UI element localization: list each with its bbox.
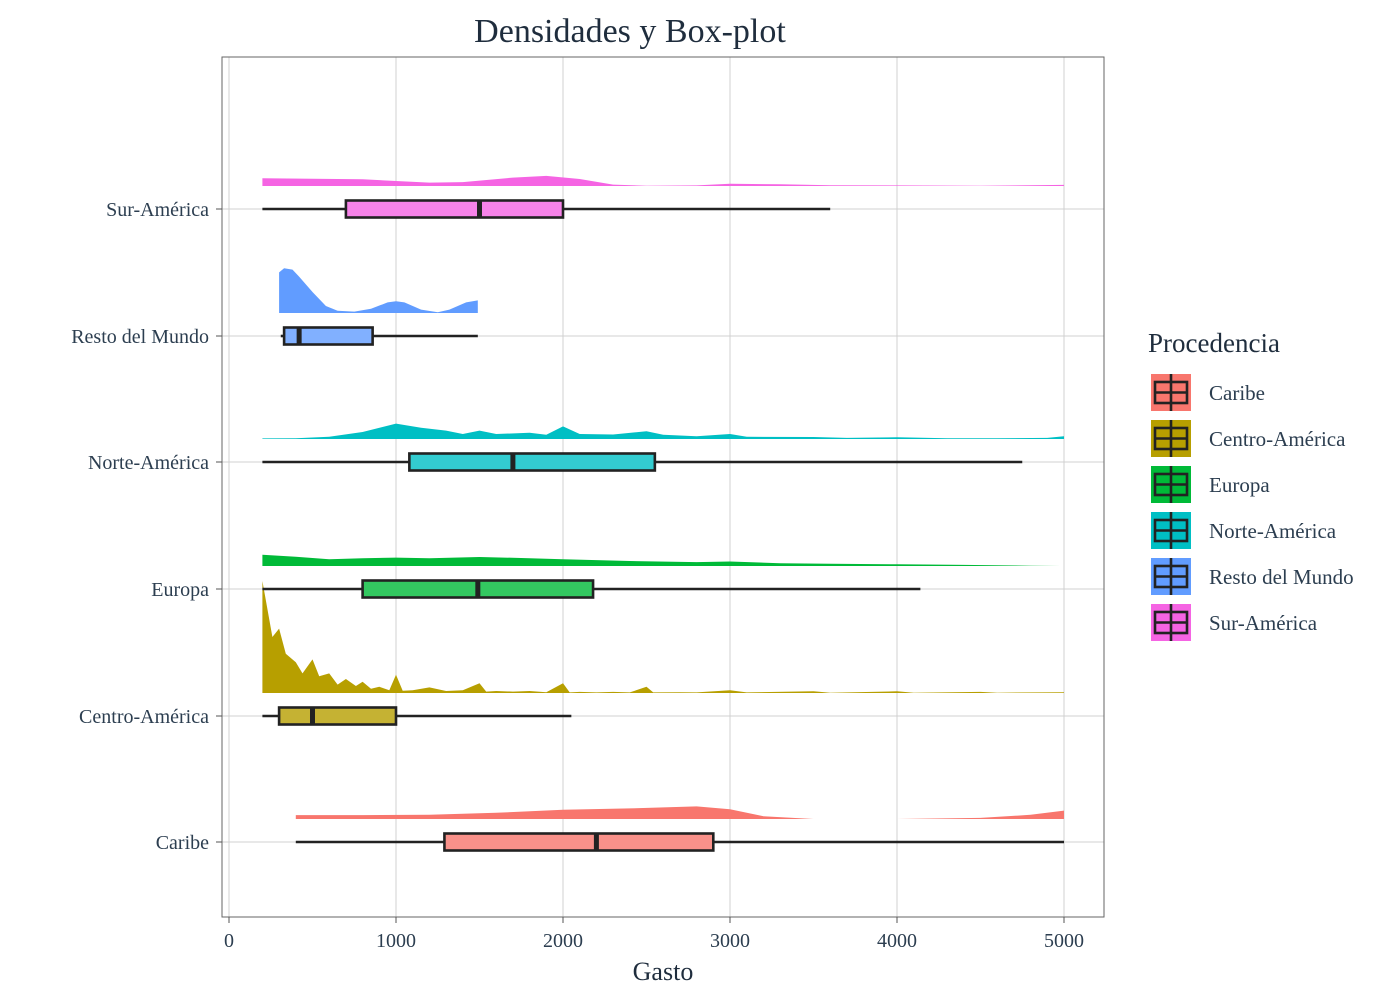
legend-item-norte-america: Norte-América [1151,512,1337,549]
legend-item-resto-del-mundo: Resto del Mundo [1151,558,1354,595]
density-centro-america [262,581,1064,693]
density-resto-del-mundo [279,268,478,313]
y-tick-label-norte-america: Norte-América [88,452,209,474]
legend-item-sur-america: Sur-América [1151,604,1318,641]
legend: Procedencia Caribe Centro-América Europa No… [1148,328,1354,641]
y-tick-label-resto-del-mundo: Resto del Mundo [71,326,209,348]
y-tick-label-caribe: Caribe [156,832,209,854]
legend-label: Centro-América [1209,427,1346,451]
y-tick-label-sur-america: Sur-América [106,199,209,221]
x-axis-ticks: 0 1000 2000 3000 4000 5000 [224,917,1084,952]
legend-label: Sur-América [1209,611,1318,635]
box-caribe [443,832,715,852]
density-sur-america [262,175,1064,186]
density-caribe [295,806,1064,819]
panel-border [221,56,1105,918]
box-sur-america [344,199,565,219]
x-tick-label: 4000 [877,930,917,952]
density-layer [262,175,1064,819]
x-tick-label: 2000 [543,930,583,952]
box-centro-america [277,706,398,726]
legend-item-europa: Europa [1151,466,1270,503]
box-resto-del-mundo [282,326,374,346]
density-norte-america [262,423,1064,439]
legend-label: Norte-América [1209,519,1337,543]
x-tick-label: 0 [224,930,234,952]
box-norte-america [408,452,657,472]
x-tick-label: 1000 [376,930,416,952]
x-axis-title: Gasto [633,957,694,986]
y-tick-label-europa: Europa [151,579,209,601]
y-axis-ticks: Caribe Centro-América Europa Norte-América R… [71,199,222,854]
x-tick-label: 5000 [1044,930,1084,952]
legend-item-caribe: Caribe [1151,374,1265,411]
legend-label: Resto del Mundo [1209,565,1354,589]
y-tick-label-centro-america: Centro-América [79,706,209,728]
density-europa [262,554,1061,566]
boxplot-layer [262,199,1064,852]
chart-title: Densidades y Box-plot [474,13,786,50]
legend-label: Caribe [1209,381,1265,405]
legend-item-centro-america: Centro-América [1151,420,1346,457]
legend-title: Procedencia [1148,328,1280,358]
legend-label: Europa [1209,473,1270,497]
x-tick-label: 3000 [710,930,750,952]
